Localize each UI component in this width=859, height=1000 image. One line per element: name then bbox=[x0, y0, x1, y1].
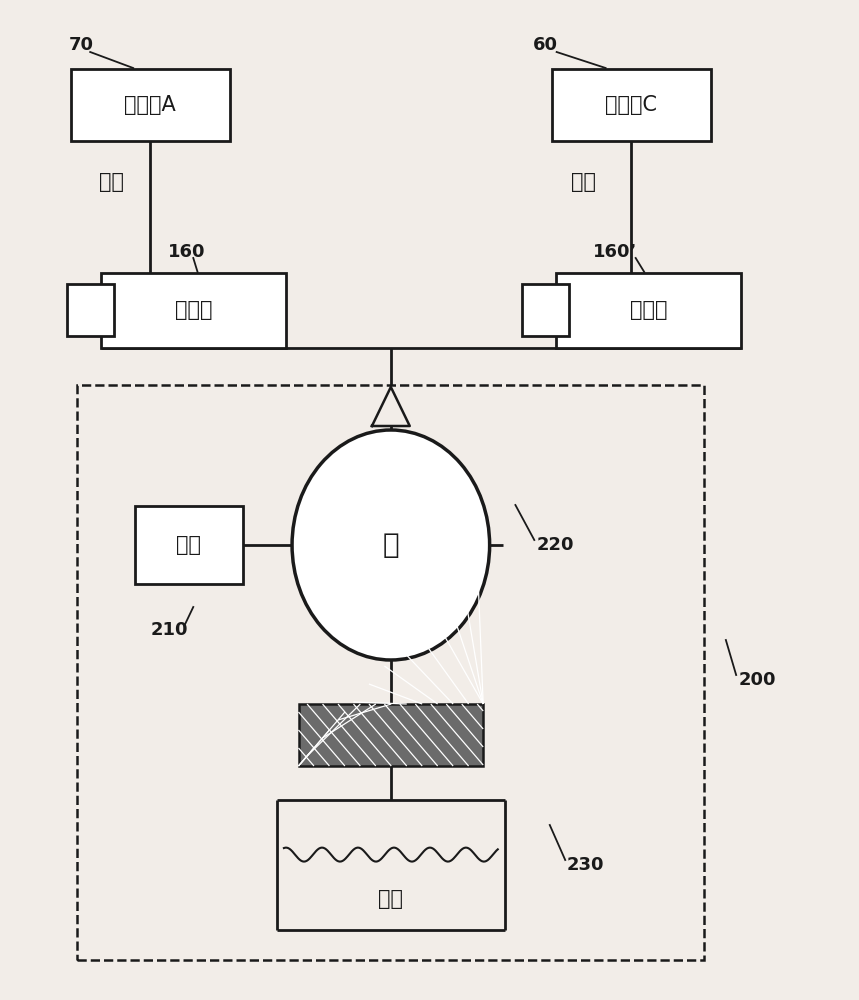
Bar bbox=[299, 704, 483, 766]
Circle shape bbox=[292, 430, 490, 660]
Text: 70: 70 bbox=[69, 36, 94, 54]
Text: 致动器: 致动器 bbox=[174, 300, 212, 320]
Text: 210: 210 bbox=[150, 621, 188, 639]
Bar bbox=[67, 284, 113, 336]
Bar bbox=[135, 506, 242, 584]
Text: 电机: 电机 bbox=[176, 535, 202, 555]
Text: 220: 220 bbox=[537, 536, 575, 554]
Text: 离合器C: 离合器C bbox=[606, 95, 657, 115]
Bar bbox=[70, 69, 229, 141]
Bar bbox=[557, 272, 740, 348]
Text: 60: 60 bbox=[533, 36, 557, 54]
Bar bbox=[101, 272, 286, 348]
Text: 致动器: 致动器 bbox=[630, 300, 667, 320]
Text: 230: 230 bbox=[567, 856, 605, 874]
Text: 释放: 释放 bbox=[99, 172, 124, 192]
Text: 泵: 泵 bbox=[382, 531, 399, 559]
Bar bbox=[522, 284, 570, 336]
Text: 200: 200 bbox=[739, 671, 777, 689]
Text: 离合器A: 离合器A bbox=[125, 95, 176, 115]
Bar bbox=[551, 69, 710, 141]
Text: 接合: 接合 bbox=[571, 172, 596, 192]
Bar bbox=[77, 385, 704, 960]
Text: 油筱: 油筱 bbox=[378, 889, 404, 909]
Text: 160’: 160’ bbox=[593, 243, 637, 261]
Text: 160: 160 bbox=[168, 243, 205, 261]
